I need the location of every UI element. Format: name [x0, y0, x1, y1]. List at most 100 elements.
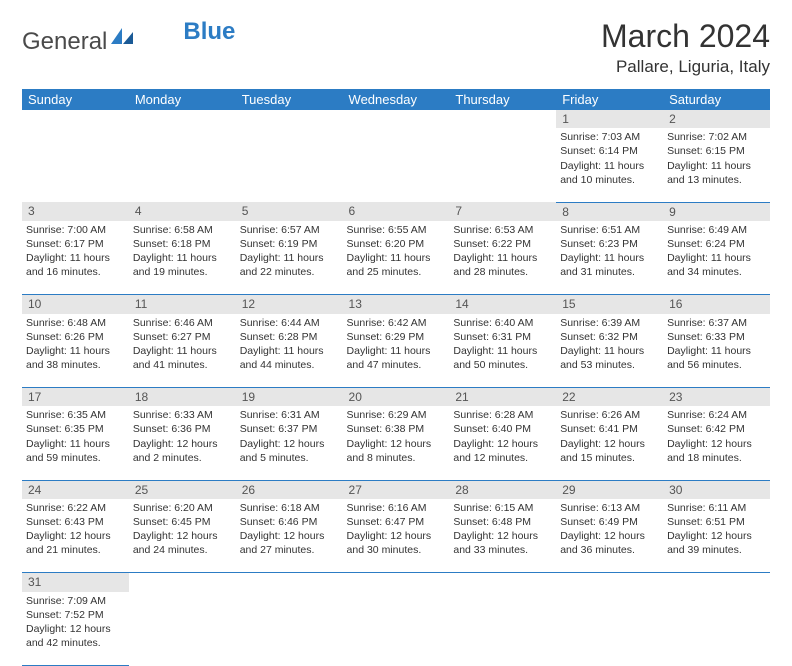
- logo-text-1: General: [22, 28, 107, 56]
- day-cell: [449, 592, 556, 666]
- day-cell: Sunrise: 6:35 AMSunset: 6:35 PMDaylight:…: [22, 406, 129, 480]
- day-details: Sunrise: 6:22 AMSunset: 6:43 PMDaylight:…: [22, 499, 129, 562]
- day-body-row: Sunrise: 7:09 AMSunset: 7:52 PMDaylight:…: [22, 592, 770, 666]
- day-number: 27: [343, 480, 450, 499]
- day-details: Sunrise: 6:18 AMSunset: 6:46 PMDaylight:…: [236, 499, 343, 562]
- day-number: [343, 573, 450, 592]
- day-details: Sunrise: 7:09 AMSunset: 7:52 PMDaylight:…: [22, 592, 129, 655]
- day-number-row: 24252627282930: [22, 480, 770, 499]
- day-number: 1: [556, 110, 663, 128]
- day-cell: [343, 128, 450, 202]
- day-cell: Sunrise: 6:55 AMSunset: 6:20 PMDaylight:…: [343, 221, 450, 295]
- weekday-header: Thursday: [449, 89, 556, 110]
- day-number: 2: [663, 110, 770, 128]
- day-details: Sunrise: 6:48 AMSunset: 6:26 PMDaylight:…: [22, 314, 129, 377]
- day-number: 30: [663, 480, 770, 499]
- day-details: Sunrise: 6:57 AMSunset: 6:19 PMDaylight:…: [236, 221, 343, 284]
- day-details: Sunrise: 6:53 AMSunset: 6:22 PMDaylight:…: [449, 221, 556, 284]
- header: General Blue March 2024 Pallare, Liguria…: [22, 18, 770, 77]
- day-number: 19: [236, 388, 343, 407]
- day-number-row: 3456789: [22, 202, 770, 221]
- weekday-header: Sunday: [22, 89, 129, 110]
- day-number: 6: [343, 202, 450, 221]
- day-number: 21: [449, 388, 556, 407]
- day-details: Sunrise: 6:35 AMSunset: 6:35 PMDaylight:…: [22, 406, 129, 469]
- day-cell: Sunrise: 6:37 AMSunset: 6:33 PMDaylight:…: [663, 314, 770, 388]
- day-cell: Sunrise: 6:33 AMSunset: 6:36 PMDaylight:…: [129, 406, 236, 480]
- day-cell: [556, 592, 663, 666]
- day-number: [449, 573, 556, 592]
- day-body-row: Sunrise: 6:22 AMSunset: 6:43 PMDaylight:…: [22, 499, 770, 573]
- day-cell: Sunrise: 6:20 AMSunset: 6:45 PMDaylight:…: [129, 499, 236, 573]
- day-cell: Sunrise: 6:44 AMSunset: 6:28 PMDaylight:…: [236, 314, 343, 388]
- day-number-row: 17181920212223: [22, 388, 770, 407]
- day-number: 13: [343, 295, 450, 314]
- day-number-row: 10111213141516: [22, 295, 770, 314]
- day-number: 29: [556, 480, 663, 499]
- day-number: [556, 573, 663, 592]
- day-number: 28: [449, 480, 556, 499]
- day-details: Sunrise: 6:15 AMSunset: 6:48 PMDaylight:…: [449, 499, 556, 562]
- day-number: [663, 573, 770, 592]
- weekday-header: Friday: [556, 89, 663, 110]
- day-cell: [129, 128, 236, 202]
- day-details: Sunrise: 6:11 AMSunset: 6:51 PMDaylight:…: [663, 499, 770, 562]
- day-cell: Sunrise: 6:40 AMSunset: 6:31 PMDaylight:…: [449, 314, 556, 388]
- day-details: Sunrise: 6:24 AMSunset: 6:42 PMDaylight:…: [663, 406, 770, 469]
- day-details: Sunrise: 6:44 AMSunset: 6:28 PMDaylight:…: [236, 314, 343, 377]
- day-details: Sunrise: 6:51 AMSunset: 6:23 PMDaylight:…: [556, 221, 663, 284]
- day-details: Sunrise: 7:00 AMSunset: 6:17 PMDaylight:…: [22, 221, 129, 284]
- day-cell: Sunrise: 6:53 AMSunset: 6:22 PMDaylight:…: [449, 221, 556, 295]
- day-number: 8: [556, 202, 663, 221]
- day-number: [129, 573, 236, 592]
- day-details: Sunrise: 6:33 AMSunset: 6:36 PMDaylight:…: [129, 406, 236, 469]
- day-details: Sunrise: 7:03 AMSunset: 6:14 PMDaylight:…: [556, 128, 663, 191]
- day-cell: Sunrise: 6:51 AMSunset: 6:23 PMDaylight:…: [556, 221, 663, 295]
- day-details: Sunrise: 6:20 AMSunset: 6:45 PMDaylight:…: [129, 499, 236, 562]
- day-number-row: 31: [22, 573, 770, 592]
- day-details: Sunrise: 6:40 AMSunset: 6:31 PMDaylight:…: [449, 314, 556, 377]
- day-cell: Sunrise: 6:48 AMSunset: 6:26 PMDaylight:…: [22, 314, 129, 388]
- location: Pallare, Liguria, Italy: [601, 57, 770, 77]
- day-number: 7: [449, 202, 556, 221]
- day-number: 25: [129, 480, 236, 499]
- day-cell: Sunrise: 7:03 AMSunset: 6:14 PMDaylight:…: [556, 128, 663, 202]
- day-number: 22: [556, 388, 663, 407]
- day-cell: Sunrise: 6:42 AMSunset: 6:29 PMDaylight:…: [343, 314, 450, 388]
- day-number: [22, 110, 129, 128]
- day-cell: Sunrise: 6:49 AMSunset: 6:24 PMDaylight:…: [663, 221, 770, 295]
- day-number: 11: [129, 295, 236, 314]
- day-cell: [449, 128, 556, 202]
- day-number: 31: [22, 573, 129, 592]
- day-cell: [236, 128, 343, 202]
- day-cell: [236, 592, 343, 666]
- title-block: March 2024 Pallare, Liguria, Italy: [601, 18, 770, 77]
- day-cell: Sunrise: 7:02 AMSunset: 6:15 PMDaylight:…: [663, 128, 770, 202]
- weekday-header: Tuesday: [236, 89, 343, 110]
- day-number: 10: [22, 295, 129, 314]
- day-number: 16: [663, 295, 770, 314]
- logo-text-2: Blue: [183, 18, 235, 46]
- day-cell: Sunrise: 6:29 AMSunset: 6:38 PMDaylight:…: [343, 406, 450, 480]
- day-cell: Sunrise: 6:11 AMSunset: 6:51 PMDaylight:…: [663, 499, 770, 573]
- day-body-row: Sunrise: 6:35 AMSunset: 6:35 PMDaylight:…: [22, 406, 770, 480]
- day-number: 12: [236, 295, 343, 314]
- calendar-table: SundayMondayTuesdayWednesdayThursdayFrid…: [22, 89, 770, 666]
- day-details: Sunrise: 6:31 AMSunset: 6:37 PMDaylight:…: [236, 406, 343, 469]
- day-cell: Sunrise: 6:46 AMSunset: 6:27 PMDaylight:…: [129, 314, 236, 388]
- weekday-header: Monday: [129, 89, 236, 110]
- day-number: 14: [449, 295, 556, 314]
- day-number: 20: [343, 388, 450, 407]
- day-cell: [22, 128, 129, 202]
- day-number: 24: [22, 480, 129, 499]
- day-cell: Sunrise: 6:26 AMSunset: 6:41 PMDaylight:…: [556, 406, 663, 480]
- day-number: 17: [22, 388, 129, 407]
- day-number: [129, 110, 236, 128]
- day-cell: [129, 592, 236, 666]
- day-number: [343, 110, 450, 128]
- weekday-header-row: SundayMondayTuesdayWednesdayThursdayFrid…: [22, 89, 770, 110]
- day-cell: Sunrise: 7:09 AMSunset: 7:52 PMDaylight:…: [22, 592, 129, 666]
- day-number: 23: [663, 388, 770, 407]
- day-number: [236, 573, 343, 592]
- day-cell: Sunrise: 6:24 AMSunset: 6:42 PMDaylight:…: [663, 406, 770, 480]
